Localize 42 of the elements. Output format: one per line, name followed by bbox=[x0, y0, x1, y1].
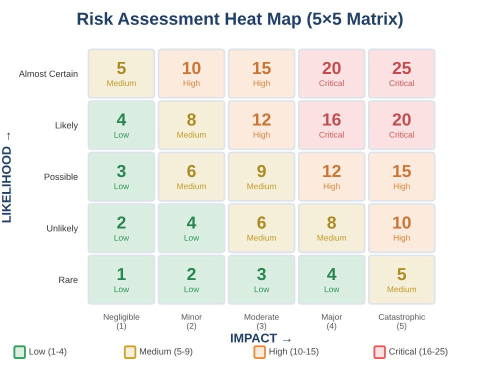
data-label: 9 Medium bbox=[247, 164, 276, 190]
text: Critical (16-25) bbox=[389, 348, 448, 356]
data-label: 10 High bbox=[182, 62, 200, 88]
y-tick-label: Likely bbox=[56, 122, 78, 130]
chart-title: Risk Assessment Heat Map (5×5 Matrix) bbox=[78, 12, 403, 28]
x-tick-label: Negligible (1) bbox=[104, 314, 140, 331]
data-label: 15 High bbox=[253, 62, 271, 88]
data-label: 3 Low bbox=[254, 268, 270, 292]
data-label: 8 Medium bbox=[318, 216, 346, 241]
data-label: 16 Critical bbox=[319, 113, 344, 138]
y-axis-title: LIKELIHOOD → bbox=[2, 132, 11, 222]
data-label: 8 Medium bbox=[177, 113, 206, 138]
data-label: 15 High bbox=[393, 165, 411, 191]
data-label: 4 Low bbox=[114, 114, 130, 138]
text: Medium (5-9) bbox=[140, 348, 192, 356]
data-label: 6 Medium bbox=[247, 216, 276, 241]
x-axis-title: IMPACT → bbox=[230, 334, 291, 342]
data-label: 2 Low bbox=[184, 268, 200, 292]
data-label: 5 Medium bbox=[107, 62, 136, 86]
data-label: 4 Low bbox=[184, 216, 200, 241]
data-label: 12 High bbox=[253, 113, 271, 140]
data-label: 5 Medium bbox=[388, 268, 416, 292]
y-tick-label: Almost Certain bbox=[18, 70, 78, 77]
y-tick-label: Rare bbox=[59, 276, 78, 284]
y-tick-label: Possible bbox=[44, 173, 78, 180]
x-tick-label: Minor (2) bbox=[182, 314, 202, 331]
data-label: 20 Critical bbox=[389, 113, 414, 138]
x-tick-label: Moderate (3) bbox=[244, 314, 279, 331]
data-label: 10 High bbox=[393, 216, 411, 242]
text: High (10-15) bbox=[270, 348, 318, 356]
data-label: 20 Critical bbox=[319, 62, 344, 86]
data-label: 4 Low bbox=[324, 268, 340, 292]
text: Low (1-4) bbox=[30, 348, 66, 356]
x-tick-label: Major (4) bbox=[322, 314, 342, 331]
data-label: 12 High bbox=[323, 164, 341, 191]
data-label: 1 Low bbox=[114, 268, 130, 292]
data-label: 6 Medium bbox=[177, 164, 206, 190]
x-tick-label: Catastrophic (5) bbox=[378, 314, 425, 331]
data-label: 25 Critical bbox=[389, 62, 414, 86]
data-label: 3 Low bbox=[114, 164, 130, 190]
y-tick-label: Unlikely bbox=[47, 224, 78, 234]
data-label: 2 Low bbox=[114, 216, 130, 241]
